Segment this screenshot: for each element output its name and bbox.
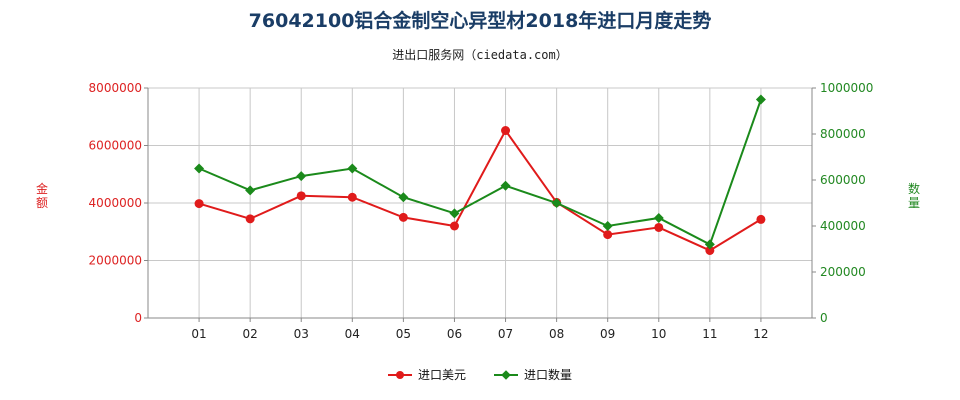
legend-item-amount[interactable]: 进口美元	[387, 366, 466, 383]
y-right-tick-label: 1000000	[820, 81, 873, 95]
legend-item-quantity[interactable]: 进口数量	[494, 366, 572, 383]
data-point-amount	[347, 192, 357, 202]
axes	[144, 87, 816, 322]
tick-labels: 0 2000000 4000000 6000000 8000000 0 200000 4000…	[89, 81, 874, 341]
data-point-amount	[296, 191, 306, 201]
data-point-quantity	[653, 212, 664, 223]
x-tick-label: 06	[447, 327, 462, 341]
legend-label-amount: 进口美元	[417, 368, 466, 382]
y-left-tick-label: 0	[134, 311, 142, 325]
x-tick-label: 01	[191, 327, 206, 341]
data-point-quantity	[449, 208, 460, 219]
series-line-amount	[198, 128, 762, 252]
data-point-quantity	[245, 185, 256, 196]
y-left-tick-label: 8000000	[89, 81, 142, 95]
legend-label-quantity: 进口数量	[524, 368, 573, 382]
y-right-tick-label: 200000	[820, 265, 866, 279]
data-point-amount	[449, 221, 459, 231]
x-tick-label: 03	[294, 327, 309, 341]
chart-title: 76042100铝合金制空心异型材2018年进口月度走势	[248, 10, 712, 32]
data-point-amount	[756, 214, 766, 224]
data-point-amount	[705, 245, 715, 255]
y-right-tick-label: 0	[820, 311, 828, 325]
y-left-tick-label: 4000000	[89, 196, 142, 210]
x-tick-label: 07	[498, 327, 513, 341]
data-point-quantity	[755, 94, 766, 105]
data-point-amount	[603, 230, 613, 240]
data-point-quantity	[347, 163, 358, 174]
legend-swatch-amount	[387, 370, 412, 380]
x-tick-label: 02	[243, 327, 258, 341]
y-right-tick-label: 400000	[820, 219, 866, 233]
chart-subtitle: 进出口服务网（ciedata.com）	[392, 48, 568, 62]
data-point-quantity	[704, 239, 715, 250]
y-right-tick-label: 600000	[820, 173, 866, 187]
series	[194, 94, 766, 255]
data-point-quantity	[194, 163, 205, 174]
data-point-quantity	[500, 180, 511, 191]
x-tick-label: 08	[549, 327, 564, 341]
x-tick-label: 09	[600, 327, 615, 341]
data-point-amount	[501, 126, 511, 136]
data-point-amount	[398, 212, 408, 222]
legend-swatch-quantity	[494, 369, 518, 380]
data-point-amount	[194, 199, 204, 209]
legend: 进口美元 进口数量	[0, 366, 960, 383]
data-point-quantity	[602, 221, 613, 231]
series-line-quantity	[198, 99, 762, 246]
x-tick-label: 12	[753, 327, 768, 341]
data-point-amount	[245, 214, 255, 224]
y-left-tick-label: 2000000	[89, 254, 142, 268]
x-tick-label: 04	[345, 327, 360, 341]
y-axis-left-label: 金额	[35, 182, 48, 210]
data-point-quantity	[398, 192, 409, 203]
x-tick-label: 10	[651, 327, 666, 341]
data-point-amount	[654, 222, 664, 232]
data-point-quantity	[296, 171, 307, 182]
x-tick-label: 11	[702, 327, 717, 341]
x-tick-label: 05	[396, 327, 411, 341]
grid	[148, 87, 812, 318]
data-point-quantity	[551, 198, 562, 208]
y-axis-right-label: 数量	[907, 182, 920, 210]
y-right-tick-label: 800000	[820, 127, 866, 141]
y-left-tick-label: 6000000	[89, 139, 142, 153]
